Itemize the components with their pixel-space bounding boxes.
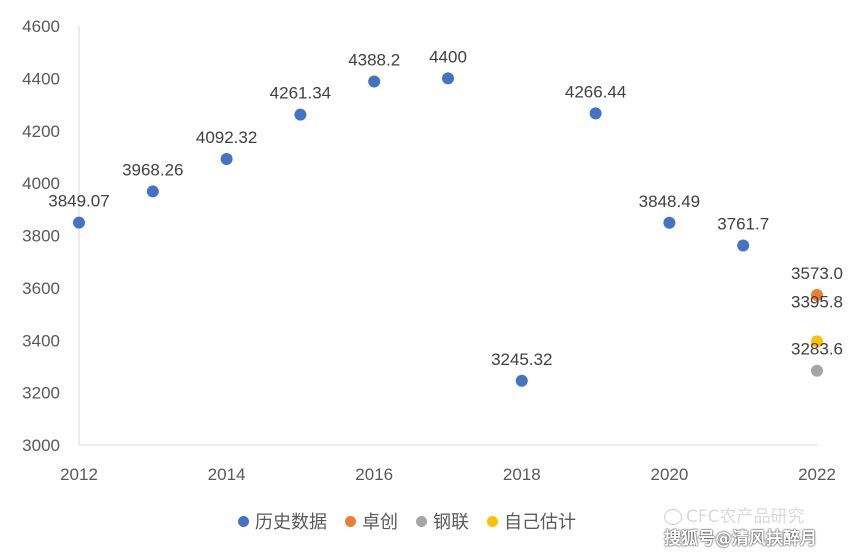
data-label: 3395.8 [791,292,843,311]
x-tick-label: 2016 [355,465,393,484]
data-label: 4266.44 [565,82,626,101]
data-label: 3968.26 [122,160,183,179]
x-tick-label: 2020 [650,465,688,484]
data-label: 3848.49 [639,192,700,211]
data-point [220,152,233,165]
data-label: 3283.6 [791,340,843,359]
y-tick-label: 3600 [22,279,60,298]
data-point [811,364,823,377]
y-tick-label: 4000 [22,174,60,193]
scatter-chart: 3000 3200 3400 3600 3800 4000 4200 4400 4600 201… [22,17,843,484]
y-tick-label: 3200 [22,384,60,403]
legend-label: 自己估计 [504,512,576,532]
x-axis-tick-labels: 2012 2014 2016 2018 2020 2022 [60,465,836,484]
data-point [294,108,307,121]
data-label: 3573.0 [791,264,843,283]
y-tick-label: 4400 [22,69,60,88]
data-point [811,288,823,301]
legend-item: 卓创 [345,508,398,534]
data-label: 4092.32 [196,128,257,147]
data-point [515,374,528,387]
legend-marker [238,515,249,527]
data-labels: 3849.07 3968.26 4092.32 4261.34 4388.2 4400 32… [48,47,843,368]
data-label: 4261.34 [270,84,331,103]
legend-item: 钢联 [416,508,469,534]
data-label: 3849.07 [48,192,109,211]
wechat-icon [664,509,682,525]
x-tick-label: 2018 [503,465,541,484]
y-tick-label: 3800 [22,227,60,246]
data-label: 3245.32 [491,350,552,369]
x-tick-label: 2014 [208,465,246,484]
data-label: 3761.7 [717,215,769,234]
x-tick-label: 2022 [798,465,836,484]
watermark: CFC农产品研究 搜狐号@清风扶醉月 [664,506,817,550]
watermark-line2: 搜狐号@清风扶醉月 [664,529,817,549]
legend-marker [487,515,498,527]
data-point [663,216,676,229]
data-point [73,216,85,229]
data-point [442,72,454,85]
data-point [811,335,823,348]
y-tick-label: 3000 [22,436,60,455]
y-axis-tick-labels: 3000 3200 3400 3600 3800 4000 4200 4400 4600 [22,17,60,455]
data-point [368,75,381,88]
data-point [589,107,602,120]
watermark-line1: CFC农产品研究 [686,507,805,527]
legend-label: 钢联 [433,512,469,532]
data-label: 4400 [429,47,467,66]
data-point [146,185,159,198]
data-label: 4388.2 [348,50,400,69]
y-tick-label: 3400 [22,331,60,350]
data-points [73,72,823,387]
legend-label: 卓创 [362,512,398,532]
data-point [737,239,750,252]
legend-marker [416,515,427,527]
legend-item: 自己估计 [487,508,576,534]
x-tick-label: 2012 [60,465,98,484]
legend-item: 历史数据 [238,508,327,534]
legend-marker [345,515,356,527]
legend-label: 历史数据 [255,512,327,532]
y-tick-label: 4200 [22,122,60,141]
y-tick-label: 4600 [22,17,60,36]
chart-legend: 历史数据 卓创 钢联 自己估计 [238,508,576,534]
